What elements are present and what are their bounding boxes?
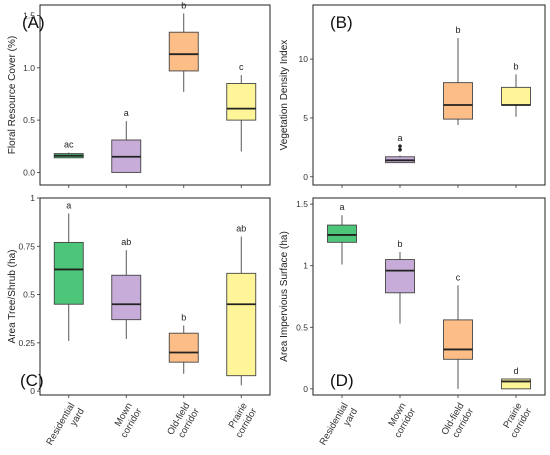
panel-d-ytick-label: 1 bbox=[303, 261, 308, 271]
panel-d-category-label: Old-fieldcorridor bbox=[439, 401, 476, 443]
panel-c-ytick-label: 0 bbox=[30, 386, 35, 396]
panel-c-category-label: Residentialyard bbox=[44, 401, 87, 453]
panel-d-ytick-label: 0 bbox=[303, 384, 308, 394]
panel-b-frame bbox=[312, 4, 546, 186]
panel-c-sig-letter: ab bbox=[121, 237, 131, 247]
panel-c-sig-letter: a bbox=[66, 200, 71, 210]
panel-d-box bbox=[385, 259, 415, 294]
panel-c-ytick-label: 0.75 bbox=[18, 241, 35, 251]
panel-d-sig-letter: a bbox=[339, 202, 344, 212]
panel-d-ytick-label: 0.5 bbox=[296, 322, 308, 332]
panel-b-box bbox=[501, 86, 531, 106]
panel-b-outlier bbox=[398, 144, 402, 148]
panel-d-sig-letter: c bbox=[456, 272, 461, 282]
panel-a-sig-letter: ac bbox=[64, 140, 74, 150]
panel-b-sig-letter: b bbox=[455, 25, 460, 35]
panel-c-frame bbox=[39, 197, 271, 396]
panel-d-box bbox=[501, 378, 531, 390]
panel-b-box bbox=[443, 82, 473, 120]
panel-d-box bbox=[443, 319, 473, 360]
panel-a-ytick-label: 1.5 bbox=[23, 10, 35, 20]
panel-c-label: (C) bbox=[20, 371, 44, 390]
panel-d-label: (D) bbox=[330, 371, 354, 390]
panel-c-ytick-label: 0.25 bbox=[18, 338, 35, 348]
panel-c-ylabel: Area Tree/Shrub (ha) bbox=[7, 250, 18, 344]
panel-c-category-label: Mowncorridor bbox=[109, 401, 144, 440]
panel-b-ytick-label: 5 bbox=[303, 113, 308, 123]
panel-d-sig-letter: b bbox=[397, 239, 402, 249]
panel-c-category-label: Prairiecorridor bbox=[224, 401, 259, 440]
panel-a-box bbox=[226, 83, 257, 121]
panel-a-sig-letter: a bbox=[124, 108, 129, 118]
panel-d-ytick-label: 1.5 bbox=[296, 199, 308, 209]
panel-b-sig-letter: b bbox=[513, 61, 518, 71]
panel-c-box bbox=[226, 272, 257, 377]
panel-d-category-label: Residentialyard bbox=[318, 401, 361, 453]
panel-a-frame bbox=[39, 4, 271, 186]
panel-a-sig-letter: c bbox=[239, 62, 244, 72]
panel-c-box bbox=[168, 332, 199, 363]
panel-d-frame bbox=[312, 197, 546, 396]
panel-a-ytick-label: 0.0 bbox=[23, 167, 35, 177]
panel-a-ytick-label: 0.5 bbox=[23, 115, 35, 125]
panel-d-category-label: Mowncorridor bbox=[383, 401, 418, 440]
panel-c-category-label: Old-fieldcorridor bbox=[165, 401, 202, 443]
panel-d-sig-letter: d bbox=[513, 366, 518, 376]
panel-b-ytick-label: 10 bbox=[299, 54, 309, 64]
panel-b-ylabel: Vegetation Density Index bbox=[279, 40, 290, 151]
panel-c-box bbox=[53, 241, 84, 305]
panel-a-box bbox=[168, 31, 199, 72]
panel-c-sig-letter: ab bbox=[236, 224, 246, 234]
panel-a-ytick-label: 1.0 bbox=[23, 63, 35, 73]
panel-b-outlier bbox=[398, 147, 402, 152]
panel-c-sig-letter: b bbox=[181, 312, 186, 322]
panel-b-sig-letter: a bbox=[397, 133, 402, 143]
panel-c-ytick-label: 0.5 bbox=[23, 290, 35, 300]
panel-c-ytick-label: 1 bbox=[30, 193, 35, 203]
panel-a-label: (A) bbox=[22, 13, 45, 32]
panel-b-label: (B) bbox=[330, 13, 353, 32]
panel-d-ylabel: Area Impervious Surface (ha) bbox=[279, 231, 290, 362]
panel-b-ytick-label: 0 bbox=[303, 172, 308, 182]
panel-d-category-label: Prairiecorridor bbox=[499, 401, 534, 440]
panel-a-ylabel: Floral Resource Cover (%) bbox=[7, 36, 18, 154]
panel-a-sig-letter: b bbox=[181, 0, 186, 10]
panel-c-box bbox=[111, 274, 142, 321]
panel-d-box bbox=[327, 224, 357, 243]
